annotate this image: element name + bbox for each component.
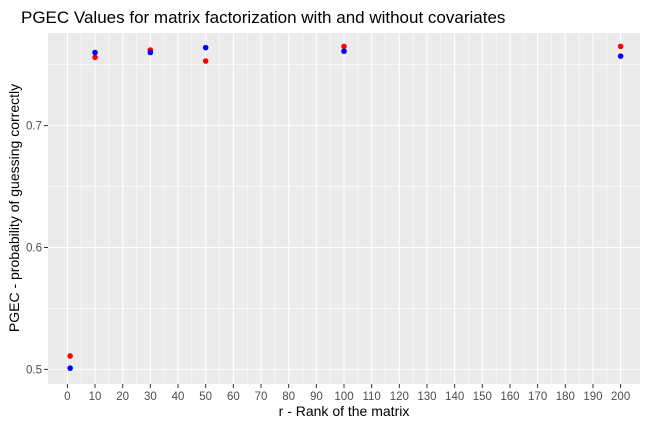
x-tick-label: 0 xyxy=(64,391,70,403)
x-axis: 0 10 20 30 40 50 60 70 80 90 100 110 120 130 140 150 160… xyxy=(64,384,630,403)
chart-title: PGEC Values for matrix factorization wit… xyxy=(21,8,505,27)
x-axis-title: r - Rank of the matrix xyxy=(279,403,410,419)
x-tick-label: 200 xyxy=(611,391,630,403)
data-point-series-2 xyxy=(67,365,73,371)
data-point-series-2 xyxy=(92,49,98,56)
x-tick-label: 90 xyxy=(310,391,323,403)
x-tick-label: 50 xyxy=(199,391,212,403)
y-tick-label: 0.6 xyxy=(26,243,42,255)
x-tick-label: 70 xyxy=(255,391,268,403)
x-tick-label: 140 xyxy=(445,391,464,403)
x-tick-label: 160 xyxy=(500,391,519,403)
x-tick-label: 40 xyxy=(172,391,185,403)
data-point-series-1 xyxy=(92,54,98,61)
data-point-series-2 xyxy=(147,49,154,56)
grid xyxy=(48,33,640,384)
data-points xyxy=(67,43,624,371)
x-tick-label: 110 xyxy=(362,391,380,403)
data-point-series-1 xyxy=(67,353,73,359)
y-axis-title: PGEC - probability of guessing correctly xyxy=(6,84,22,332)
data-point-series-1 xyxy=(341,43,347,50)
x-tick-label: 20 xyxy=(116,391,129,403)
data-point-series-2 xyxy=(617,53,624,59)
x-tick-label: 80 xyxy=(282,391,295,403)
data-point-series-1 xyxy=(617,43,624,50)
x-tick-label: 100 xyxy=(334,391,353,403)
x-tick-label: 10 xyxy=(89,391,102,403)
x-tick-label: 170 xyxy=(528,391,547,403)
x-tick-label: 190 xyxy=(583,391,602,403)
x-tick-label: 120 xyxy=(390,391,409,403)
y-tick-label: 0.7 xyxy=(26,121,42,133)
x-tick-label: 30 xyxy=(144,391,157,403)
y-tick-label: 0.5 xyxy=(26,364,42,376)
data-point-series-1 xyxy=(202,58,209,64)
data-point-series-2 xyxy=(341,48,347,55)
x-tick-label: 180 xyxy=(556,391,575,403)
x-tick-label: 150 xyxy=(473,391,492,403)
x-tick-label: 60 xyxy=(227,391,240,403)
x-tick-label: 130 xyxy=(417,391,436,403)
data-point-series-2 xyxy=(202,44,209,51)
y-axis: 0.5 0.6 0.7 xyxy=(26,121,48,376)
